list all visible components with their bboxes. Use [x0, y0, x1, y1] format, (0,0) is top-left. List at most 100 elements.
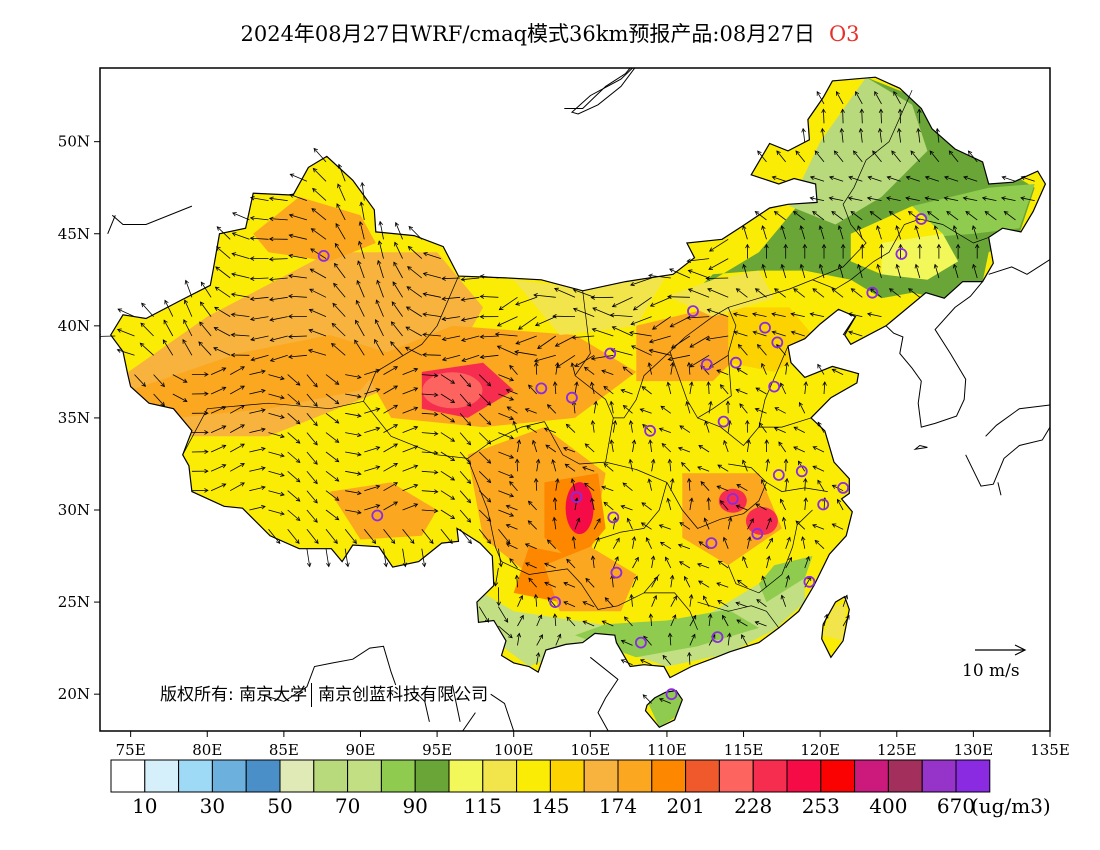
wind-arrow [269, 316, 288, 322]
wind-arrow [199, 321, 212, 337]
wind-arrow [402, 367, 419, 375]
wind-arrow [628, 458, 634, 472]
wind-arrow [383, 443, 399, 453]
wind-arrow [191, 488, 209, 493]
lat-tick-label: 25N [58, 593, 90, 611]
wind-arrow [505, 504, 518, 511]
wind-arrow [460, 277, 480, 282]
wind-arrow [268, 277, 288, 282]
wind-arrow [215, 246, 231, 259]
wind-arrow [383, 482, 399, 492]
wind-arrow [336, 203, 346, 221]
wind-vectors [100, 90, 1035, 704]
colorbar-label: 201 [666, 794, 705, 818]
wind-arrow [334, 242, 346, 259]
coastline [589, 656, 619, 731]
monitoring-site-marker [635, 636, 647, 649]
lat-tick-label: 35N [58, 409, 90, 427]
wind-arrow [460, 335, 480, 342]
wind-arrow [344, 529, 357, 545]
wind-arrow [566, 558, 576, 569]
wind-arrow [407, 266, 423, 279]
wind-arrow [249, 256, 269, 261]
wind-arrow [533, 361, 539, 375]
wind-arrow [183, 319, 193, 337]
wind-arrow [230, 443, 245, 453]
wind-arrow [708, 400, 713, 414]
wind-arrow [583, 366, 595, 375]
wind-arrow [688, 593, 694, 607]
wind-arrow [478, 413, 492, 426]
wind-arrow [306, 471, 318, 485]
wind-arrow [584, 482, 595, 492]
wind-arrow [648, 439, 653, 453]
coastline [451, 684, 461, 722]
wind-arrow [230, 424, 245, 433]
monitoring-site-marker [803, 575, 816, 588]
coastline [965, 426, 1050, 487]
wind-arrow [698, 445, 710, 453]
wind-arrow [642, 694, 652, 704]
wind-arrow [855, 90, 863, 105]
colorbar-swatch [718, 759, 754, 793]
wind-arrow [191, 430, 209, 435]
province-border [666, 482, 767, 529]
wind-arrow [421, 450, 439, 456]
wind-arrow [648, 335, 671, 344]
wind-arrow [421, 411, 439, 417]
wind-arrow [818, 263, 825, 279]
wind-arrow [818, 225, 825, 240]
wind-arrow [678, 561, 691, 569]
wind-arrow [764, 243, 769, 259]
wind-arrow [1020, 175, 1035, 182]
wind-arrow [984, 210, 997, 221]
wind-arrow [798, 401, 806, 414]
wind-arrow [677, 543, 691, 550]
lat-tick-label: 30N [58, 501, 90, 519]
wind-arrow [544, 562, 556, 569]
wind-arrow [681, 461, 691, 472]
wind-arrow [337, 183, 346, 201]
wind-arrow [134, 374, 146, 387]
wind-arrow [670, 614, 677, 627]
wind-arrow [116, 348, 135, 356]
wind-arrow [952, 263, 959, 279]
wind-arrow [526, 425, 537, 433]
wind-arrow [404, 346, 422, 356]
wind-arrow [377, 259, 384, 279]
wind-arrow [809, 196, 825, 201]
wind-arrow [552, 613, 558, 627]
wind-arrow [325, 432, 340, 443]
wind-arrow [164, 299, 174, 317]
wind-arrow [527, 500, 537, 511]
wind-arrow [184, 299, 193, 317]
wind-arrow [780, 225, 787, 240]
monitoring-site-marker [700, 358, 713, 371]
wind-arrow [689, 354, 710, 368]
wind-arrow [232, 212, 250, 221]
wind-arrow [306, 451, 318, 465]
wind-arrow [312, 187, 327, 201]
wind-arrow [287, 490, 301, 502]
wind-arrow [679, 522, 691, 530]
wind-arrow [364, 368, 381, 375]
wind-arrow [800, 536, 806, 549]
wind-arrow [785, 536, 791, 549]
wind-arrow [658, 698, 671, 704]
wind-arrow [590, 354, 614, 361]
wind-arrow [325, 451, 340, 463]
wind-arrow [498, 509, 515, 517]
wind-arrow [803, 381, 808, 395]
wind-arrow [839, 127, 845, 143]
wind-arrow [735, 504, 748, 511]
wind-arrow [850, 288, 863, 298]
wind-arrow [790, 312, 805, 317]
wind-arrow [153, 393, 165, 407]
wind-arrow [288, 294, 307, 299]
wind-arrow [564, 463, 576, 472]
colorbar-unit: (ug/m3) [971, 794, 1051, 818]
wind-arrow [345, 393, 362, 399]
wind-arrow [812, 288, 825, 298]
wind-arrow [661, 443, 672, 453]
wind-arrow [355, 299, 365, 317]
